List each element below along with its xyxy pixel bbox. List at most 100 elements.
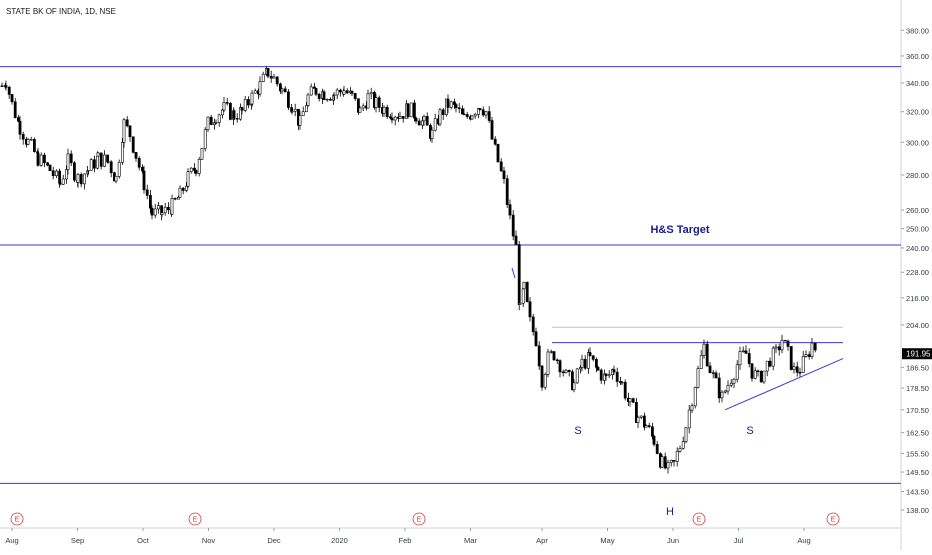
ytick-label: 320.00 <box>906 108 929 117</box>
candle-body <box>508 204 512 216</box>
candle-body <box>723 390 727 393</box>
candle-body <box>599 369 603 381</box>
candle-body <box>457 107 461 110</box>
candle-body <box>499 161 503 172</box>
candle-body <box>604 373 608 377</box>
time-axis[interactable]: Aug Sep Oct Nov Dec 2020 Feb Mar Apr May Jun Jul Aug <box>5 528 811 545</box>
candle-body <box>528 301 532 318</box>
ytick-label: 138.00 <box>906 506 929 515</box>
candle-body <box>388 116 392 119</box>
earnings-marker[interactable] <box>826 512 840 526</box>
candle-body <box>298 115 302 126</box>
candle-body <box>666 462 670 469</box>
candle-body <box>377 97 381 108</box>
candle-body <box>304 105 308 113</box>
earnings-marker-label: E <box>831 517 836 524</box>
candle-body <box>540 365 544 388</box>
annotation-shoulder: S <box>574 425 581 437</box>
candle-body <box>42 154 46 164</box>
candle-body <box>103 154 106 167</box>
candle-body <box>741 350 745 352</box>
candle-body <box>178 187 182 198</box>
candle-body <box>65 169 68 180</box>
xtick-label: Sep <box>71 536 84 545</box>
candle-body <box>401 116 405 119</box>
candle-body <box>157 205 160 210</box>
candle-body <box>762 370 766 383</box>
candle-body <box>160 212 164 215</box>
candle-body <box>86 170 90 172</box>
candle-body <box>13 101 17 118</box>
candle-body <box>109 161 113 174</box>
ytick-label: 250.00 <box>906 225 929 234</box>
earnings-marker[interactable] <box>188 512 202 526</box>
candle-body <box>460 108 464 115</box>
candle-body <box>46 162 50 166</box>
candle-body <box>783 339 787 342</box>
candle-body <box>240 107 244 111</box>
candle-body <box>328 98 332 101</box>
candle-body <box>583 358 587 369</box>
candle-body <box>261 73 265 82</box>
xtick-label: Jul <box>734 536 744 545</box>
candle-body <box>518 302 522 305</box>
ytick-label: 340.00 <box>906 79 929 88</box>
candle-body <box>54 170 58 176</box>
candle-body <box>193 167 196 171</box>
candle-body <box>338 89 342 93</box>
chart-title: STATE BK OF INDIA, 1D, NSE <box>6 7 116 16</box>
candle-body <box>398 116 402 119</box>
candle-body <box>735 364 739 380</box>
candle-body <box>51 170 55 176</box>
candle-body <box>702 343 706 356</box>
candle-body <box>189 167 193 172</box>
candle-body <box>221 109 224 116</box>
earnings-marker[interactable] <box>412 512 426 526</box>
candle-body <box>484 111 488 116</box>
candle-body <box>430 129 434 139</box>
candle-body <box>433 118 437 131</box>
candle-body <box>258 81 262 95</box>
candle-body <box>185 185 188 191</box>
candle-body <box>684 427 688 442</box>
candle-body <box>642 415 646 428</box>
earnings-marker[interactable] <box>10 512 24 526</box>
xtick-label: Dec <box>267 536 281 545</box>
earnings-marker[interactable] <box>692 512 706 526</box>
candle-body <box>650 426 654 437</box>
xtick-label: Oct <box>137 536 150 545</box>
candlestick-series <box>0 66 817 474</box>
ytick-label: 300.00 <box>906 138 929 147</box>
candle-body <box>708 365 712 373</box>
price-axis[interactable]: 380.00 360.00 340.00 320.00 300.00 280.00 260.… <box>901 26 929 515</box>
candle-body <box>280 88 284 92</box>
candle-body <box>699 355 703 369</box>
ytick-label: 143.50 <box>906 487 929 496</box>
ytick-label: 360.00 <box>906 52 929 61</box>
trendlines <box>511 267 844 411</box>
xtick-label: Apr <box>536 536 548 545</box>
earnings-marker-label: E <box>15 517 20 524</box>
candle-body <box>197 159 201 174</box>
candle-body <box>578 367 582 370</box>
candle-body <box>332 94 336 97</box>
candle-body <box>117 161 121 177</box>
candle-body <box>711 372 715 374</box>
candle-body <box>32 139 36 153</box>
candle-body <box>564 369 568 374</box>
xtick-label: Nov <box>202 536 216 545</box>
candle-body <box>481 109 485 116</box>
candle-body <box>106 154 110 162</box>
xtick-label: May <box>600 536 614 545</box>
candle-body <box>496 143 500 163</box>
candle-body <box>636 417 640 424</box>
candle-body <box>438 109 442 125</box>
candle-body <box>655 444 659 454</box>
candle-body <box>83 173 86 185</box>
candle-body <box>490 120 494 140</box>
candle-body <box>137 158 141 168</box>
candle-body <box>7 86 11 95</box>
candle-body <box>493 138 497 145</box>
candle-body <box>687 409 691 429</box>
